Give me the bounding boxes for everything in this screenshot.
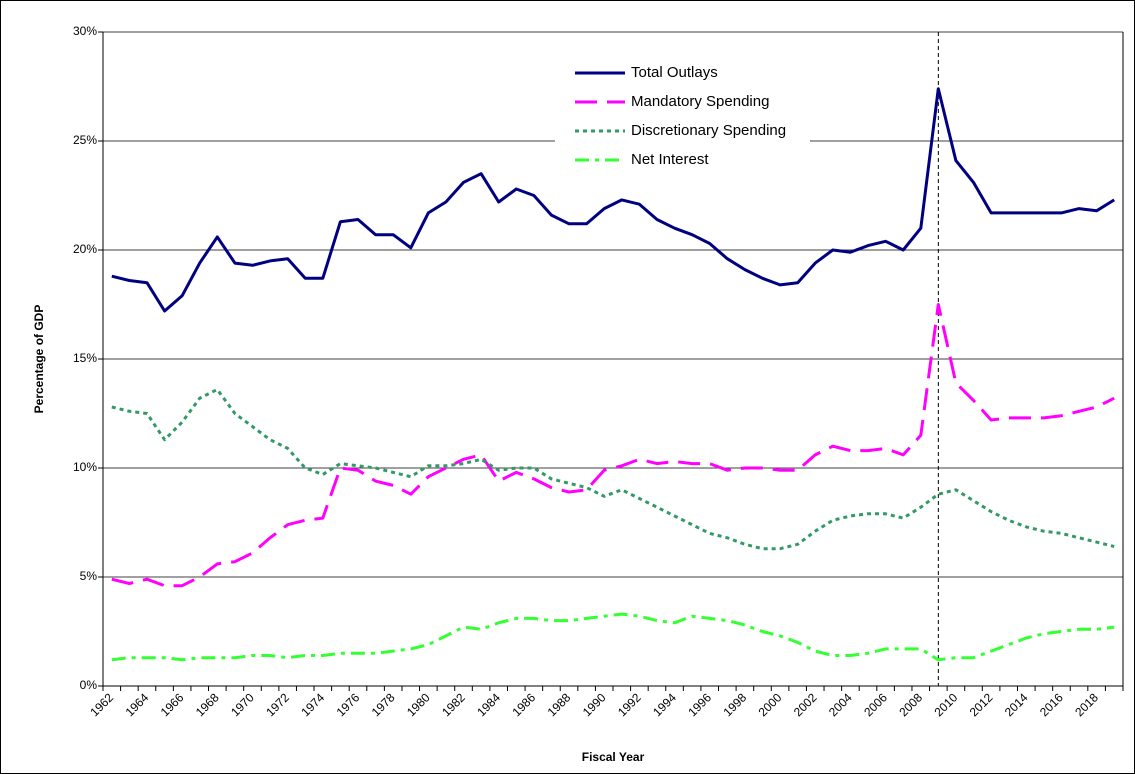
legend-box	[555, 58, 810, 176]
legend-label: Total Outlays	[631, 64, 718, 81]
legend-label: Net Interest	[631, 151, 709, 168]
legend-label: Discretionary Spending	[631, 122, 786, 139]
y-tick-label: 10%	[73, 460, 97, 474]
series-line	[111, 303, 1115, 588]
y-tick-label: 0%	[80, 678, 98, 692]
y-tick-label: 30%	[73, 24, 97, 38]
legend-label: Mandatory Spending	[631, 93, 769, 110]
x-axis-label: Fiscal Year	[582, 750, 645, 764]
y-axis-label: Percentage of GDP	[32, 305, 46, 414]
y-tick-label: 15%	[73, 351, 97, 365]
y-tick-label: 5%	[80, 569, 98, 583]
legend: Total Outlays Mandatory Spending Discretio…	[555, 58, 810, 176]
series-line	[111, 87, 1115, 313]
series-line	[111, 388, 1115, 551]
y-tick-label: 20%	[73, 242, 97, 256]
y-tick-label: 25%	[73, 133, 97, 147]
